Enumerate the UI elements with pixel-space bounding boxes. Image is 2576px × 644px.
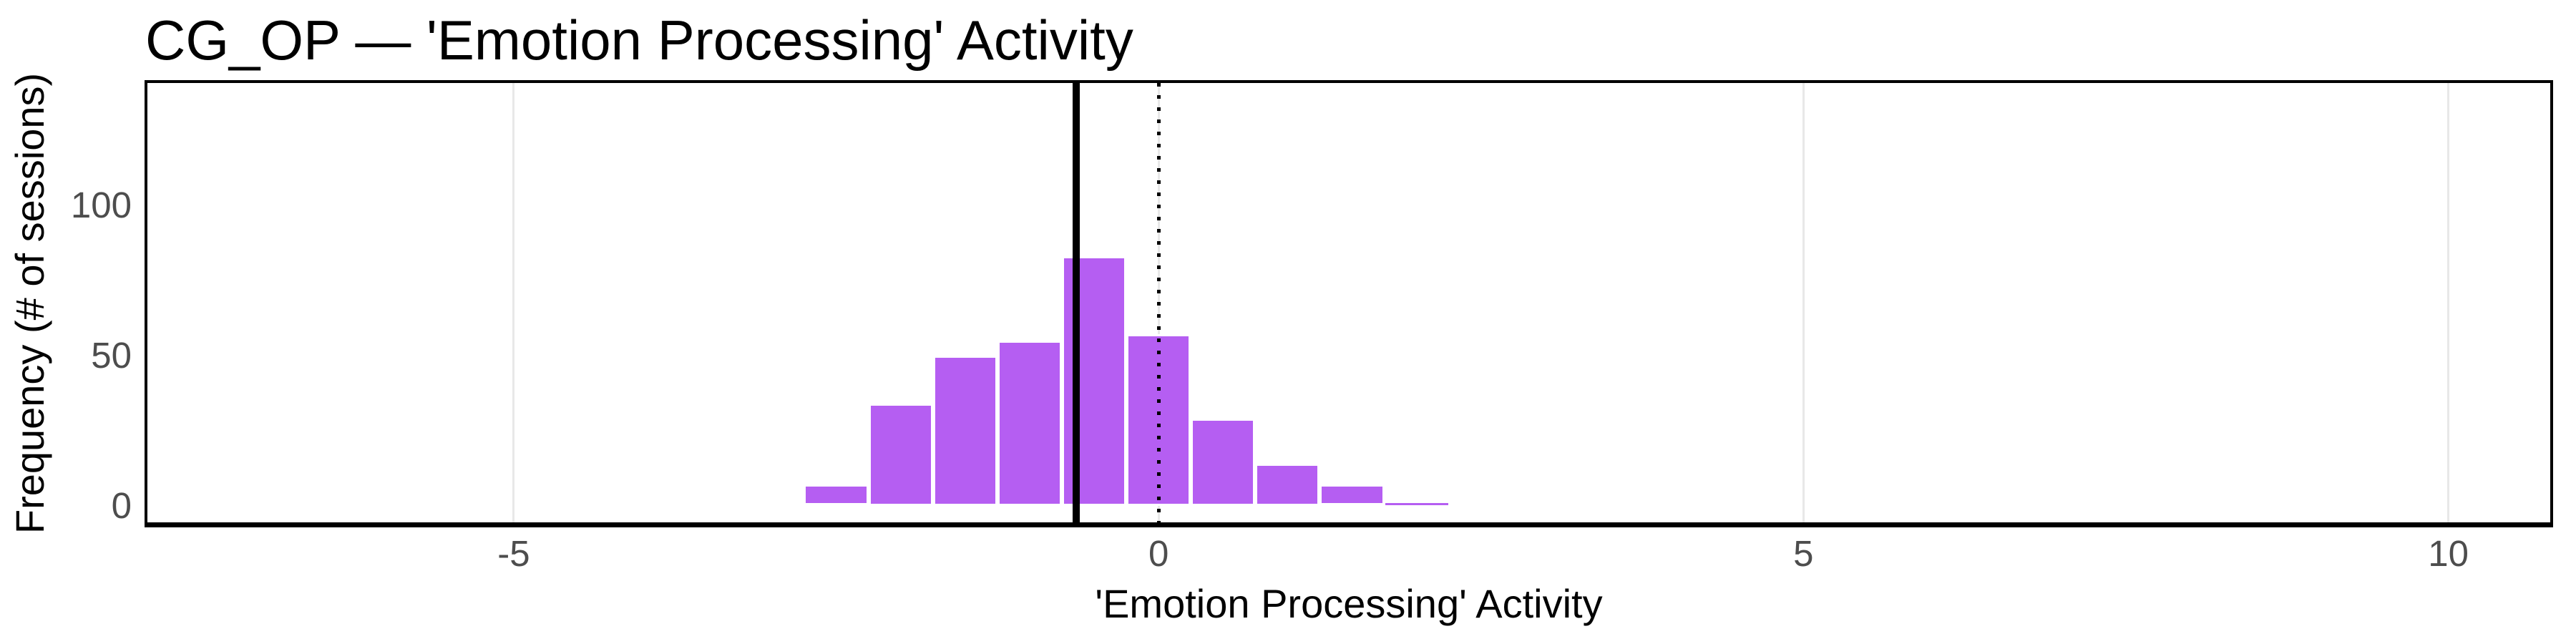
- histogram-bar: [868, 403, 933, 506]
- x-axis-title: 'Emotion Processing' Activity: [1095, 581, 1603, 626]
- x-tick-label: 0: [1148, 533, 1169, 574]
- y-tick-label: 0: [111, 484, 132, 526]
- x-gridline: [2447, 83, 2450, 522]
- histogram-bar: [1319, 484, 1385, 506]
- y-tick-label: 100: [70, 185, 132, 226]
- plot-title: CG_OP — 'Emotion Processing' Activity: [145, 9, 1133, 72]
- histogram-bar: [1255, 463, 1320, 506]
- histogram-bar: [804, 484, 869, 506]
- x-tick-label: -5: [497, 533, 530, 574]
- histogram-bar: [1384, 502, 1449, 506]
- histogram-bar: [1191, 418, 1256, 506]
- x-tick-label: 5: [1793, 533, 1814, 574]
- x-tick-label: 10: [2428, 533, 2469, 574]
- mean-vline: [1072, 83, 1080, 522]
- zero-reference-vline: [1156, 83, 1161, 522]
- histogram-bar: [932, 355, 997, 506]
- y-tick-label: 50: [91, 334, 132, 376]
- histogram-bar: [997, 340, 1062, 506]
- plot-panel: [145, 80, 2553, 527]
- histogram-bar: [1061, 256, 1127, 506]
- y-axis-title: Frequency (# of sessions): [6, 72, 52, 535]
- x-gridline: [1802, 83, 1805, 522]
- x-gridline: [512, 83, 515, 522]
